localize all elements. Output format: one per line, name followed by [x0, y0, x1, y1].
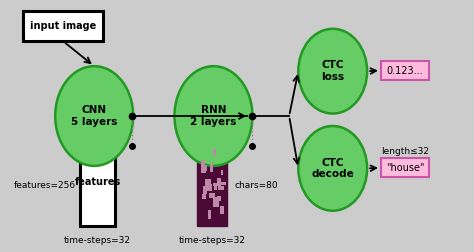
Text: length≤32: length≤32 — [381, 147, 429, 156]
Ellipse shape — [298, 126, 367, 211]
FancyBboxPatch shape — [205, 179, 210, 188]
Ellipse shape — [55, 66, 133, 166]
Text: RNN
2 layers: RNN 2 layers — [190, 105, 237, 127]
FancyBboxPatch shape — [201, 160, 205, 168]
FancyBboxPatch shape — [202, 194, 206, 199]
Text: "house": "house" — [386, 163, 424, 173]
FancyBboxPatch shape — [210, 163, 213, 172]
FancyBboxPatch shape — [212, 197, 219, 207]
FancyBboxPatch shape — [197, 146, 227, 226]
Text: chars=80: chars=80 — [234, 181, 278, 190]
FancyBboxPatch shape — [213, 183, 218, 186]
Ellipse shape — [174, 66, 253, 166]
FancyBboxPatch shape — [208, 210, 211, 219]
FancyBboxPatch shape — [381, 61, 429, 80]
FancyBboxPatch shape — [214, 184, 217, 190]
FancyBboxPatch shape — [204, 188, 210, 191]
FancyBboxPatch shape — [221, 170, 223, 175]
FancyBboxPatch shape — [219, 186, 224, 190]
FancyBboxPatch shape — [217, 178, 221, 186]
Text: CTC
loss: CTC loss — [321, 60, 344, 82]
FancyBboxPatch shape — [203, 186, 207, 194]
FancyBboxPatch shape — [381, 159, 429, 177]
FancyBboxPatch shape — [221, 182, 226, 185]
FancyBboxPatch shape — [219, 206, 224, 214]
FancyBboxPatch shape — [213, 149, 216, 156]
FancyBboxPatch shape — [206, 184, 212, 191]
Text: 0.123...: 0.123... — [387, 66, 423, 76]
FancyBboxPatch shape — [210, 193, 215, 198]
Text: time-steps=32: time-steps=32 — [64, 236, 131, 245]
Text: features=256: features=256 — [14, 181, 76, 190]
FancyBboxPatch shape — [81, 146, 115, 226]
FancyBboxPatch shape — [217, 196, 221, 201]
FancyBboxPatch shape — [201, 165, 206, 173]
FancyBboxPatch shape — [208, 181, 211, 190]
Text: features: features — [74, 177, 121, 187]
Text: input image: input image — [30, 21, 96, 31]
Text: time-steps=32: time-steps=32 — [179, 236, 246, 245]
FancyBboxPatch shape — [23, 11, 103, 41]
Ellipse shape — [298, 29, 367, 114]
Text: CTC
decode: CTC decode — [311, 158, 354, 179]
Text: CNN
5 layers: CNN 5 layers — [71, 105, 118, 127]
FancyBboxPatch shape — [203, 165, 207, 171]
